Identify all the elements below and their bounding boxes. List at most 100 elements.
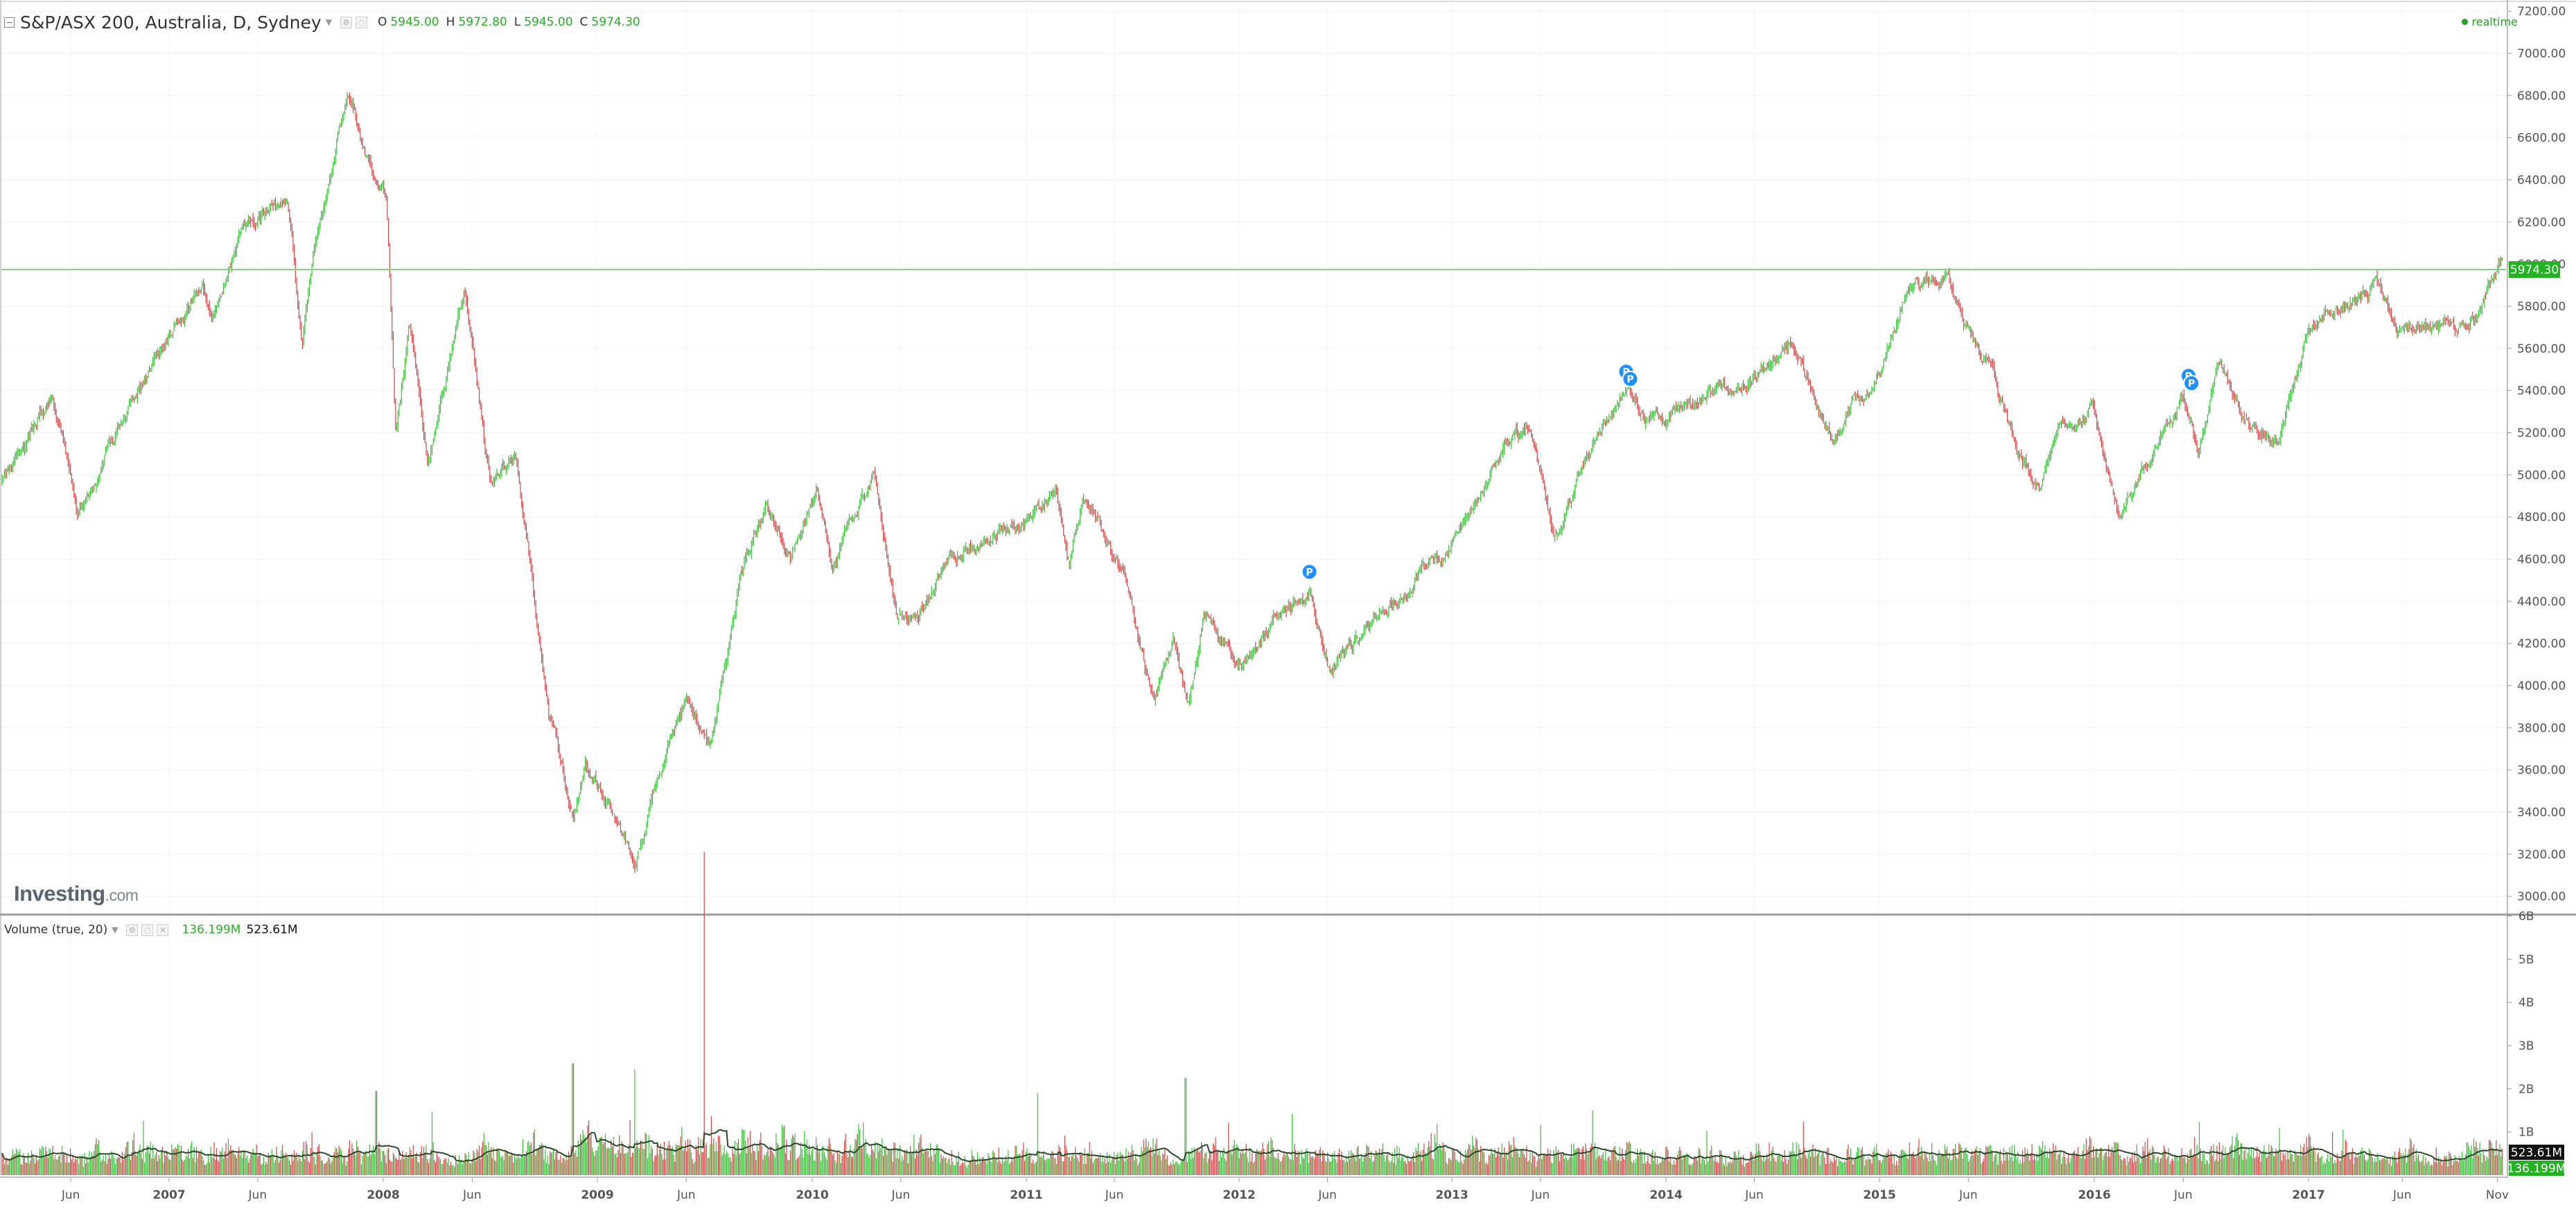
volume-legend: Volume (true, 20) ▼ ⚙ ◌ ✕ 136.199M 523.6… (4, 920, 298, 940)
open-key: O (377, 15, 387, 29)
marker-label: P (1627, 374, 1633, 385)
volume-tick-label: 5B (2518, 953, 2534, 967)
x-tick-label: 2010 (796, 1188, 828, 1202)
low-value: 5945.00 (524, 15, 573, 29)
realtime-indicator: realtime (2461, 15, 2518, 28)
last-price-tag (2509, 261, 2560, 278)
volume-value-green: 136.199M (182, 923, 241, 937)
chevron-down-icon[interactable]: ▼ (325, 17, 332, 27)
y-tick-label: 5200.00 (2517, 427, 2566, 441)
x-tick-label: Jun (1105, 1188, 1124, 1202)
marker-pin-icon[interactable] (2183, 375, 2200, 392)
event-marker[interactable]: P (1622, 370, 1639, 387)
high-key: H (446, 15, 455, 29)
x-tick-label: 2009 (581, 1188, 613, 1202)
x-tick-label: Jun (1744, 1188, 1764, 1202)
hide-icon[interactable]: ◌ (141, 924, 154, 936)
grid (1, 3, 2506, 1175)
volume-tick-label: 1B (2518, 1126, 2534, 1140)
x-tick-label: Jun (2173, 1188, 2193, 1202)
y-tick-label: 5600.00 (2517, 342, 2566, 356)
x-tick-label: Jun (676, 1188, 696, 1202)
settings-icon[interactable]: ⚙ (340, 16, 352, 28)
volume-tag-green (2509, 1161, 2564, 1176)
x-tick-label: Jun (1531, 1188, 1550, 1202)
x-tick-label: 2014 (1649, 1188, 1682, 1202)
x-tick-label: Jun (1317, 1188, 1337, 1202)
chevron-down-icon[interactable]: ▼ (112, 925, 119, 935)
volume-axis[interactable]: 1B 2B 3B 4B 5B 6B (2507, 910, 2534, 1140)
volume-tag-black (2509, 1145, 2564, 1160)
price-axis[interactable]: 3000.00 3200.00 3400.00 3600.00 3800.00 4000.… (2507, 5, 2566, 904)
y-tick-label: 4800.00 (2517, 511, 2566, 525)
price-legend: S&P/ASX 200, Australia, D, Sydney ▼ ⚙ ◌ … (4, 10, 640, 35)
y-tick-label: 7200.00 (2517, 5, 2566, 19)
y-tick-label: 3600.00 (2517, 764, 2566, 777)
realtime-label: realtime (2471, 15, 2518, 28)
y-tick-label: 6600.00 (2517, 132, 2566, 146)
volume-series (1, 852, 2503, 1175)
x-tick-label: Jun (61, 1188, 80, 1202)
time-axis[interactable]: Jun 2007 Jun 2008 Jun 2009 Jun 2010 Jun 2011 Jun 20… (61, 1178, 2509, 1202)
volume-title[interactable]: Volume (true, 20) (4, 923, 108, 937)
symbol-title[interactable]: S&P/ASX 200, Australia, D, Sydney (20, 12, 322, 33)
marker-label: P (1306, 567, 1313, 578)
y-tick-label: 3000.00 (2517, 890, 2566, 904)
y-tick-label: 4400.00 (2517, 595, 2566, 609)
low-key: L (514, 15, 521, 29)
investing-logo: Investing.com (14, 881, 139, 906)
x-tick-label: Jun (1959, 1188, 1978, 1202)
volume-tick-label: 2B (2518, 1082, 2534, 1096)
high-value: 5972.80 (458, 15, 507, 29)
logo-suffix: .com (105, 886, 139, 904)
x-tick-label: 2015 (1863, 1188, 1895, 1202)
event-marker[interactable]: P (1301, 563, 1318, 581)
x-tick-label: Nov (2486, 1188, 2509, 1202)
y-tick-label: 6400.00 (2517, 174, 2566, 188)
close-key: C (579, 15, 588, 29)
volume-tag-black-label: 523.61M (2511, 1146, 2562, 1160)
y-tick-label: 7000.00 (2517, 47, 2566, 61)
y-tick-label: 4200.00 (2517, 637, 2566, 651)
x-tick-label: 2011 (1010, 1188, 1042, 1202)
settings-icon[interactable]: ⚙ (126, 924, 139, 936)
marker-pin-icon[interactable] (1301, 563, 1318, 581)
open-value: 5945.00 (390, 15, 439, 29)
y-tick-label: 6800.00 (2517, 89, 2566, 103)
y-tick-label: 3800.00 (2517, 721, 2566, 735)
volume-ma-line (1, 1129, 2503, 1163)
y-tick-label: 3400.00 (2517, 806, 2566, 820)
logo-brand: Investing (14, 881, 105, 906)
last-price-tag-label: 5974.30 (2510, 263, 2559, 277)
price-series (1, 91, 2503, 874)
x-tick-label: 2012 (1223, 1188, 1255, 1202)
x-tick-label: Jun (2392, 1188, 2412, 1202)
y-tick-label: 5800.00 (2517, 300, 2566, 314)
y-tick-label: 5000.00 (2517, 468, 2566, 482)
x-tick-label: 2017 (2292, 1188, 2324, 1202)
y-tick-label: 4000.00 (2517, 680, 2566, 694)
realtime-dot-icon (2461, 19, 2468, 25)
hide-icon[interactable]: ◌ (355, 16, 367, 28)
volume-tick-label: 4B (2518, 996, 2534, 1010)
marker-pin-icon[interactable] (1622, 370, 1639, 387)
volume-tick-label: 3B (2518, 1039, 2534, 1053)
close-value: 5974.30 (591, 15, 640, 29)
volume-tick-label: 6B (2518, 910, 2534, 924)
y-tick-label: 4600.00 (2517, 553, 2566, 567)
y-tick-label: 5400.00 (2517, 385, 2566, 398)
x-tick-label: 2016 (2078, 1188, 2110, 1202)
volume-tag-green-label: 136.199M (2507, 1162, 2566, 1176)
event-marker[interactable]: P (2183, 375, 2200, 392)
collapse-pane-icon[interactable] (4, 17, 15, 28)
volume-value-black: 523.61M (246, 923, 298, 937)
close-icon[interactable]: ✕ (157, 924, 169, 936)
x-tick-label: 2013 (1435, 1188, 1468, 1202)
y-tick-label: 6200.00 (2517, 215, 2566, 229)
x-tick-label: Jun (462, 1188, 482, 1202)
y-tick-label: 3200.00 (2517, 848, 2566, 862)
x-tick-label: Jun (891, 1188, 911, 1202)
